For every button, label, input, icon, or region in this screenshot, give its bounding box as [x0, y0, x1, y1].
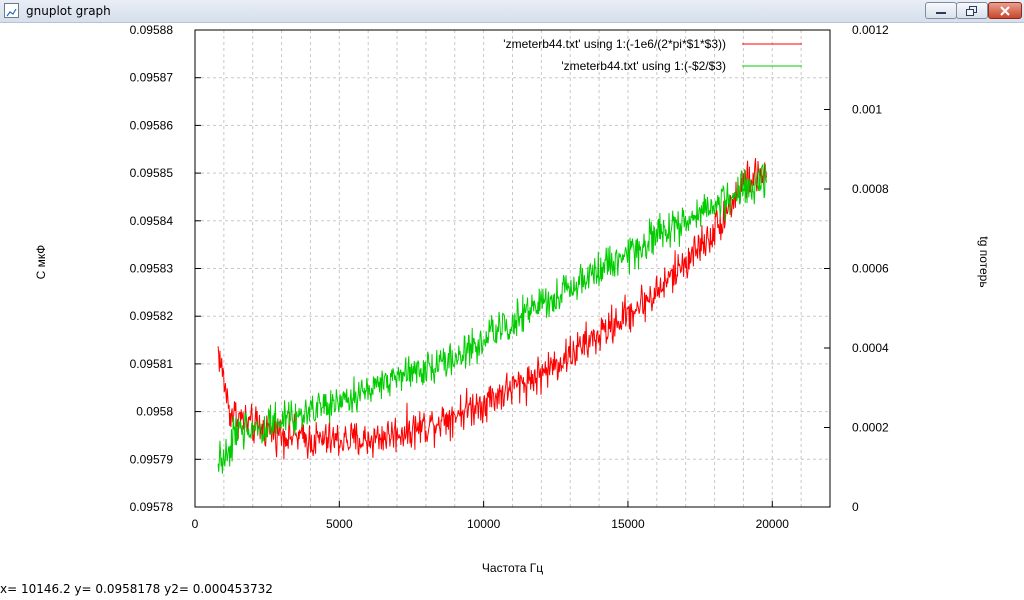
window-title: gnuplot graph — [26, 4, 111, 18]
gnuplot-app-icon — [4, 3, 19, 18]
title-bar: gnuplot graph — [0, 0, 1024, 23]
y-tick-label: 0.09588 — [130, 23, 174, 37]
series-line-2 — [217, 163, 767, 474]
legend-label-1: 'zmeterb44.txt' using 1:(-1e6/(2*pi*$1*$… — [503, 37, 726, 51]
y-tick-label: 0.09582 — [130, 309, 174, 323]
y-tick-label: 0.09585 — [130, 166, 174, 180]
x-tick-label: 15000 — [611, 517, 645, 531]
minimize-button[interactable] — [925, 2, 957, 19]
y2-tick-label: 0.0006 — [852, 262, 889, 276]
y2-tick-label: 0 — [852, 500, 859, 514]
minimize-icon — [936, 12, 946, 14]
x-tick-label: 20000 — [756, 517, 790, 531]
restore-icon — [966, 6, 977, 16]
y2-axis-label: tg потерь — [977, 236, 991, 287]
y-tick-label: 0.09586 — [130, 118, 174, 132]
y-tick-label: 0.09579 — [130, 452, 174, 466]
data-series-layer — [217, 157, 767, 474]
y2-tick-label: 0.001 — [852, 103, 882, 117]
y-tick-label: 0.09578 — [130, 500, 174, 514]
mouse-coordinates-readout: x= 10146.2 y= 0.0958178 y2= 0.000453732 — [0, 582, 273, 596]
x-tick-label: 10000 — [467, 517, 501, 531]
y2-tick-label: 0.0002 — [852, 421, 889, 435]
y-tick-label: 0.0958 — [136, 405, 173, 419]
y2-tick-label: 0.0004 — [852, 341, 889, 355]
y2-tick-label: 0.0008 — [852, 182, 889, 196]
y-tick-label: 0.09581 — [130, 357, 174, 371]
close-button[interactable] — [988, 2, 1022, 19]
x-tick-label: 5000 — [326, 517, 353, 531]
y-tick-label: 0.09587 — [130, 71, 174, 85]
x-tick-label: 0 — [192, 517, 199, 531]
y-axis-label: С мкФ — [34, 245, 48, 280]
x-axis-label: Частота Гц — [482, 561, 543, 575]
gnuplot-chart[interactable]: 0 5000 10000 15000 20000 0.09578 0.09579 0.0958… — [0, 22, 1024, 582]
legend: 'zmeterb44.txt' using 1:(-1e6/(2*pi*$1*$… — [503, 37, 802, 73]
axis-ticks: 0 5000 10000 15000 20000 0.09578 0.09579 0.0958… — [130, 23, 889, 531]
legend-label-2: 'zmeterb44.txt' using 1:(-$2/$3) — [561, 59, 726, 73]
close-icon — [1000, 6, 1010, 16]
grid-lines — [195, 30, 830, 507]
y-tick-label: 0.09584 — [130, 214, 174, 228]
maximize-button[interactable] — [956, 2, 988, 19]
series-line-1 — [217, 157, 767, 460]
y2-tick-label: 0.0012 — [852, 23, 889, 37]
y-tick-label: 0.09583 — [130, 262, 174, 276]
